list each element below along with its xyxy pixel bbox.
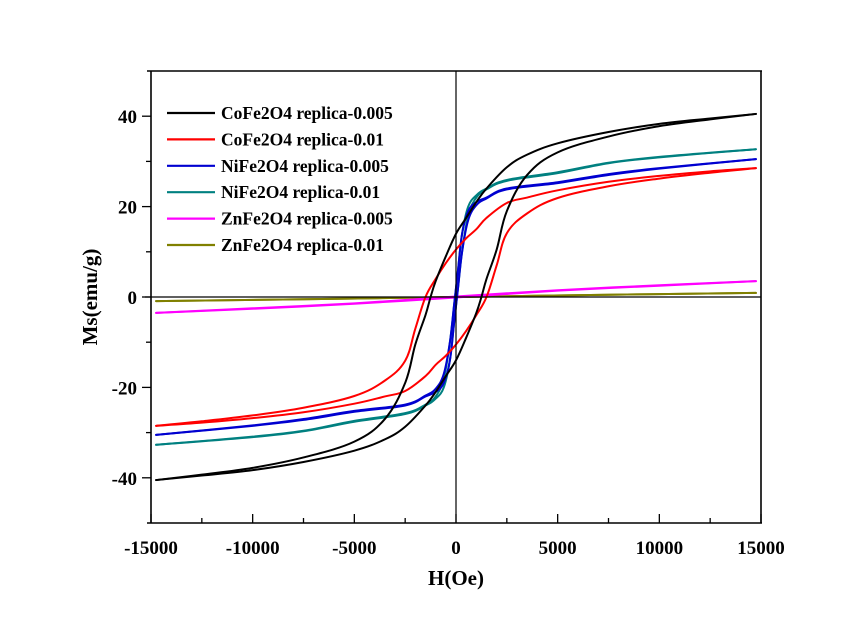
legend-item: ZnFe2O4 replica-0.01 bbox=[167, 235, 384, 255]
legend-label: CoFe2O4 replica-0.005 bbox=[221, 103, 393, 123]
y-tick-label: 0 bbox=[128, 288, 138, 309]
y-tick-label: 20 bbox=[118, 198, 137, 219]
x-tick-label: 15000 bbox=[737, 538, 785, 559]
tick-marks bbox=[142, 115, 762, 523]
x-tick-label: -10000 bbox=[226, 538, 280, 559]
x-tick-label: 10000 bbox=[636, 538, 684, 559]
y-axis-title: Ms(emu/g) bbox=[78, 249, 102, 346]
legend-item: CoFe2O4 replica-0.01 bbox=[167, 129, 384, 149]
series-line-cofe2o4-replica-0-01-ascending-branch bbox=[155, 167, 757, 427]
series-line-cofe2o4-replica-0-01-descending-branch bbox=[155, 167, 757, 427]
legend: CoFe2O4 replica-0.005 CoFe2O4 replica-0.0… bbox=[167, 103, 393, 255]
y-tick-label: -40 bbox=[112, 469, 137, 490]
x-tick-label: 5000 bbox=[539, 538, 577, 559]
series-line-cofe2o4-replica-0-005-descending-branch bbox=[155, 112, 757, 482]
x-tick-label: 0 bbox=[451, 538, 461, 559]
legend-item: NiFe2O4 replica-0.01 bbox=[167, 182, 380, 202]
legend-label: CoFe2O4 replica-0.01 bbox=[221, 129, 384, 149]
x-tick-label: -15000 bbox=[124, 538, 178, 559]
legend-label: NiFe2O4 replica-0.01 bbox=[221, 182, 380, 202]
x-tick-labels: -15000 -10000 -5000 0 5000 10000 15000 bbox=[124, 538, 785, 559]
y-tick-label: -20 bbox=[112, 378, 137, 399]
y-tick-labels: -40 -20 0 20 40 bbox=[112, 107, 137, 490]
legend-label: NiFe2O4 replica-0.005 bbox=[221, 156, 389, 176]
x-tick-label: -5000 bbox=[332, 538, 376, 559]
series-line-cofe2o4-replica-0-005-ascending-branch bbox=[155, 112, 757, 482]
legend-label: ZnFe2O4 replica-0.01 bbox=[221, 235, 384, 255]
legend-item: CoFe2O4 replica-0.005 bbox=[167, 103, 393, 123]
x-axis-title: H(Oe) bbox=[428, 566, 484, 590]
legend-item: NiFe2O4 replica-0.005 bbox=[167, 156, 389, 176]
y-tick-label: 40 bbox=[118, 107, 137, 128]
legend-item: ZnFe2O4 replica-0.005 bbox=[167, 209, 393, 229]
legend-label: ZnFe2O4 replica-0.005 bbox=[221, 209, 393, 229]
